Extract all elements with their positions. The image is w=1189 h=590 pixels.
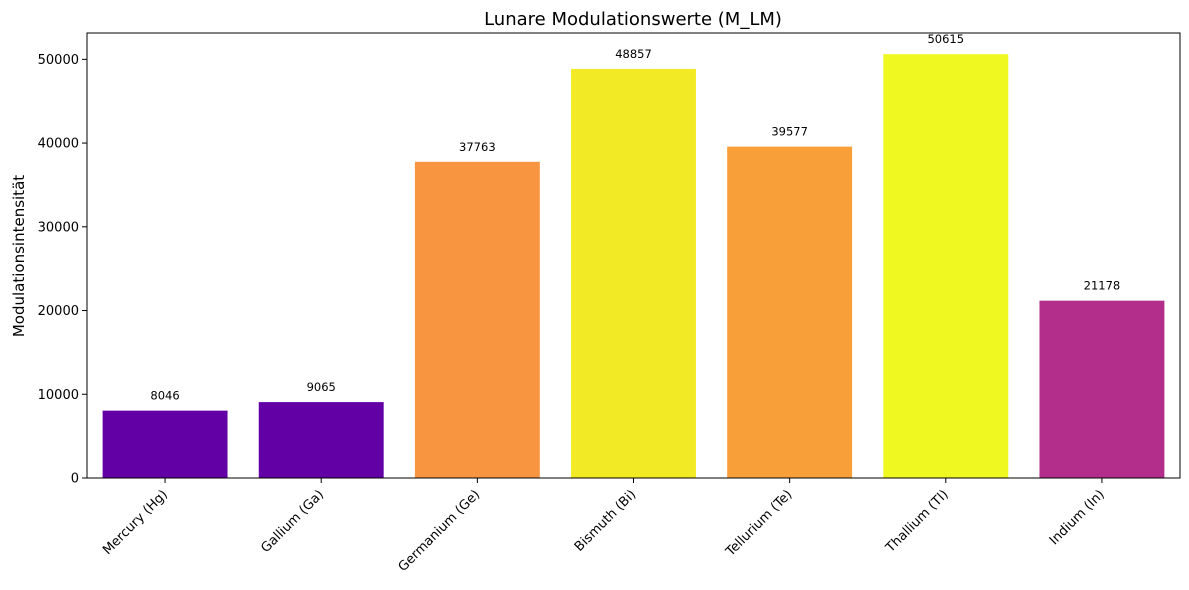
plot-frame bbox=[86, 32, 1181, 479]
x-tick-label: Indium (In) bbox=[1047, 487, 1108, 548]
bar bbox=[571, 68, 696, 479]
x-tick-label: Gallium (Ga) bbox=[258, 487, 327, 556]
bar bbox=[883, 54, 1009, 478]
y-tick-label: 40000 bbox=[38, 137, 79, 152]
x-tick-label: Bismuth (Bi) bbox=[572, 487, 639, 554]
bar bbox=[102, 410, 228, 478]
y-tick-label: 30000 bbox=[38, 220, 79, 235]
data-label: 37763 bbox=[459, 140, 496, 154]
y-tick-label: 10000 bbox=[38, 388, 79, 403]
bar bbox=[414, 161, 540, 479]
bar bbox=[1039, 300, 1165, 478]
bars-group: 8046 9065 37763 48857 39577 50615 21178 bbox=[102, 32, 1165, 479]
data-label: 21178 bbox=[1084, 279, 1121, 293]
x-tick-label: Germanium (Ge) bbox=[396, 487, 484, 575]
y-tick-label: 0 bbox=[71, 472, 79, 487]
data-label: 9065 bbox=[307, 380, 336, 394]
bar bbox=[258, 402, 384, 478]
y-tick-label: 20000 bbox=[38, 304, 79, 319]
y-tick-label: 50000 bbox=[38, 53, 79, 68]
x-tick-label: Tellurium (Te) bbox=[723, 487, 796, 560]
data-label: 48857 bbox=[615, 47, 652, 61]
chart-title: Lunare Modulationswerte (M_LM) bbox=[484, 9, 782, 30]
x-tick-label: Mercury (Hg) bbox=[100, 487, 171, 558]
data-label: 39577 bbox=[771, 125, 808, 139]
bar bbox=[727, 146, 853, 478]
data-label: 8046 bbox=[150, 389, 179, 403]
data-label: 50615 bbox=[927, 32, 964, 46]
y-axis-title: Modulationsintensität bbox=[10, 175, 28, 337]
x-tick-label: Thallium (Tl) bbox=[883, 487, 952, 556]
